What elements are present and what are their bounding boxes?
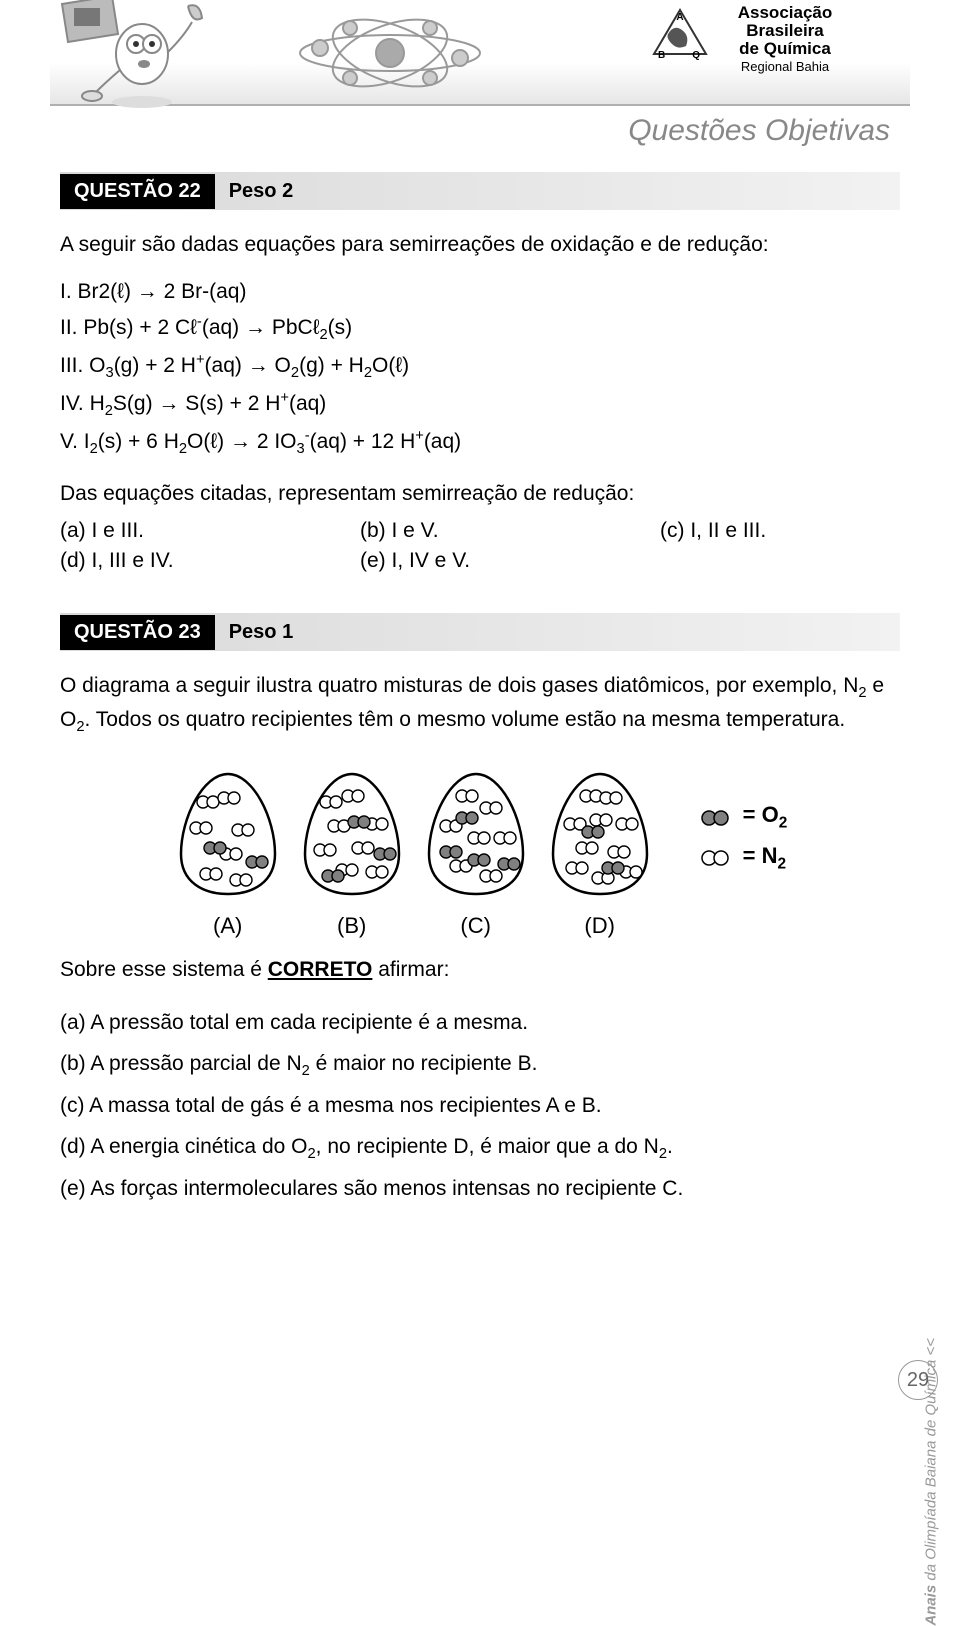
q23-header: QUESTÃO 23 Peso 1	[60, 613, 900, 651]
q22-header: QUESTÃO 22 Peso 2	[60, 172, 900, 210]
org-name: Associação Brasileira de Química Regiona…	[710, 4, 860, 73]
org-line4: Regional Bahia	[710, 60, 860, 74]
flask-C	[421, 768, 531, 898]
q23-c: (c) A massa total de gás é a mesma nos r…	[60, 1087, 900, 1126]
q22-eq4: IV. H2S(g) → S(s) + 2 H+(aq)	[60, 387, 900, 423]
q23-diagram: (A) (B) (C) (D) = O2 = N2	[60, 768, 900, 939]
flask-B-label: (B)	[297, 913, 407, 939]
q22-c: (c) I, II e III.	[660, 519, 900, 543]
q22-badge: QUESTÃO 22	[60, 174, 215, 209]
legend-n2-icon	[699, 849, 735, 867]
flask-A-label: (A)	[173, 913, 283, 939]
mascot-illustration	[42, 0, 222, 114]
q22-prompt: Das equações citadas, representam semirr…	[60, 479, 900, 509]
flask-B	[297, 768, 407, 898]
q22-b: (b) I e V.	[360, 519, 660, 543]
q22-eq2: II. Pb(s) + 2 Cℓ-(aq) → PbCℓ2(s)	[60, 311, 900, 347]
q22-eq5: V. I2(s) + 6 H2O(ℓ) → 2 IO3-(aq) + 12 H+…	[60, 425, 900, 461]
q23-badge: QUESTÃO 23	[60, 615, 215, 650]
q22-a: (a) I e III.	[60, 519, 360, 543]
header-band: A B Q Associação Brasileira de Química R…	[50, 0, 910, 106]
legend-o2: = O2	[699, 802, 788, 832]
q23-intro: O diagrama a seguir ilustra quatro mistu…	[60, 671, 900, 738]
org-line2: Brasileira	[710, 22, 860, 40]
flask-D-wrap: (D)	[545, 768, 655, 939]
svg-text:A: A	[676, 12, 683, 23]
flask-C-wrap: (C)	[421, 768, 531, 939]
legend-o2-icon	[699, 809, 735, 827]
flask-C-label: (C)	[421, 913, 531, 939]
q22-equations: I. Br2(ℓ) → 2 Br-(aq) II. Pb(s) + 2 Cℓ-(…	[60, 276, 900, 460]
page-number: 29	[898, 1360, 938, 1400]
svg-text:B: B	[658, 50, 665, 61]
q22-d: (d) I, III e IV.	[60, 549, 360, 573]
q23-weight: Peso 1	[229, 621, 293, 644]
flask-A-wrap: (A)	[173, 768, 283, 939]
q22-ans-row2: (d) I, III e IV. (e) I, IV e V.	[60, 549, 900, 573]
flask-B-wrap: (B)	[297, 768, 407, 939]
svg-text:Q: Q	[692, 50, 700, 61]
q23-answers: (a) A pressão total em cada recipiente é…	[60, 1004, 900, 1209]
org-line3: de Química	[710, 40, 860, 58]
section-title: Questões Objetivas	[0, 114, 890, 148]
q22-e: (e) I, IV e V.	[360, 549, 660, 573]
abq-logo: A B Q	[650, 6, 710, 66]
flask-A	[173, 768, 283, 898]
molecule-illustration	[290, 8, 490, 98]
legend-o2-label: = O2	[743, 802, 788, 832]
q23-a: (a) A pressão total em cada recipiente é…	[60, 1004, 900, 1043]
org-line1: Associação	[710, 4, 860, 22]
q23-legend: = O2 = N2	[699, 802, 788, 883]
legend-n2-label: = N2	[743, 843, 786, 873]
flask-D	[545, 768, 655, 898]
q22-ans-row1: (a) I e III. (b) I e V. (c) I, II e III.	[60, 519, 900, 543]
legend-n2: = N2	[699, 843, 788, 873]
q22-eq3: III. O3(g) + 2 H+(aq) → O2(g) + H2O(ℓ)	[60, 349, 900, 385]
q23-d: (d) A energia cinética do O2, no recipie…	[60, 1128, 900, 1168]
q23-e: (e) As forças intermoleculares são menos…	[60, 1170, 900, 1209]
q22-eq1: I. Br2(ℓ) → 2 Br-(aq)	[60, 276, 900, 309]
flask-D-label: (D)	[545, 913, 655, 939]
q22-weight: Peso 2	[229, 180, 293, 203]
q23-b: (b) A pressão parcial de N2 é maior no r…	[60, 1045, 900, 1085]
q23-prompt: Sobre esse sistema é CORRETO afirmar:	[60, 955, 900, 985]
q22-intro: A seguir são dadas equações para semirre…	[60, 230, 900, 260]
